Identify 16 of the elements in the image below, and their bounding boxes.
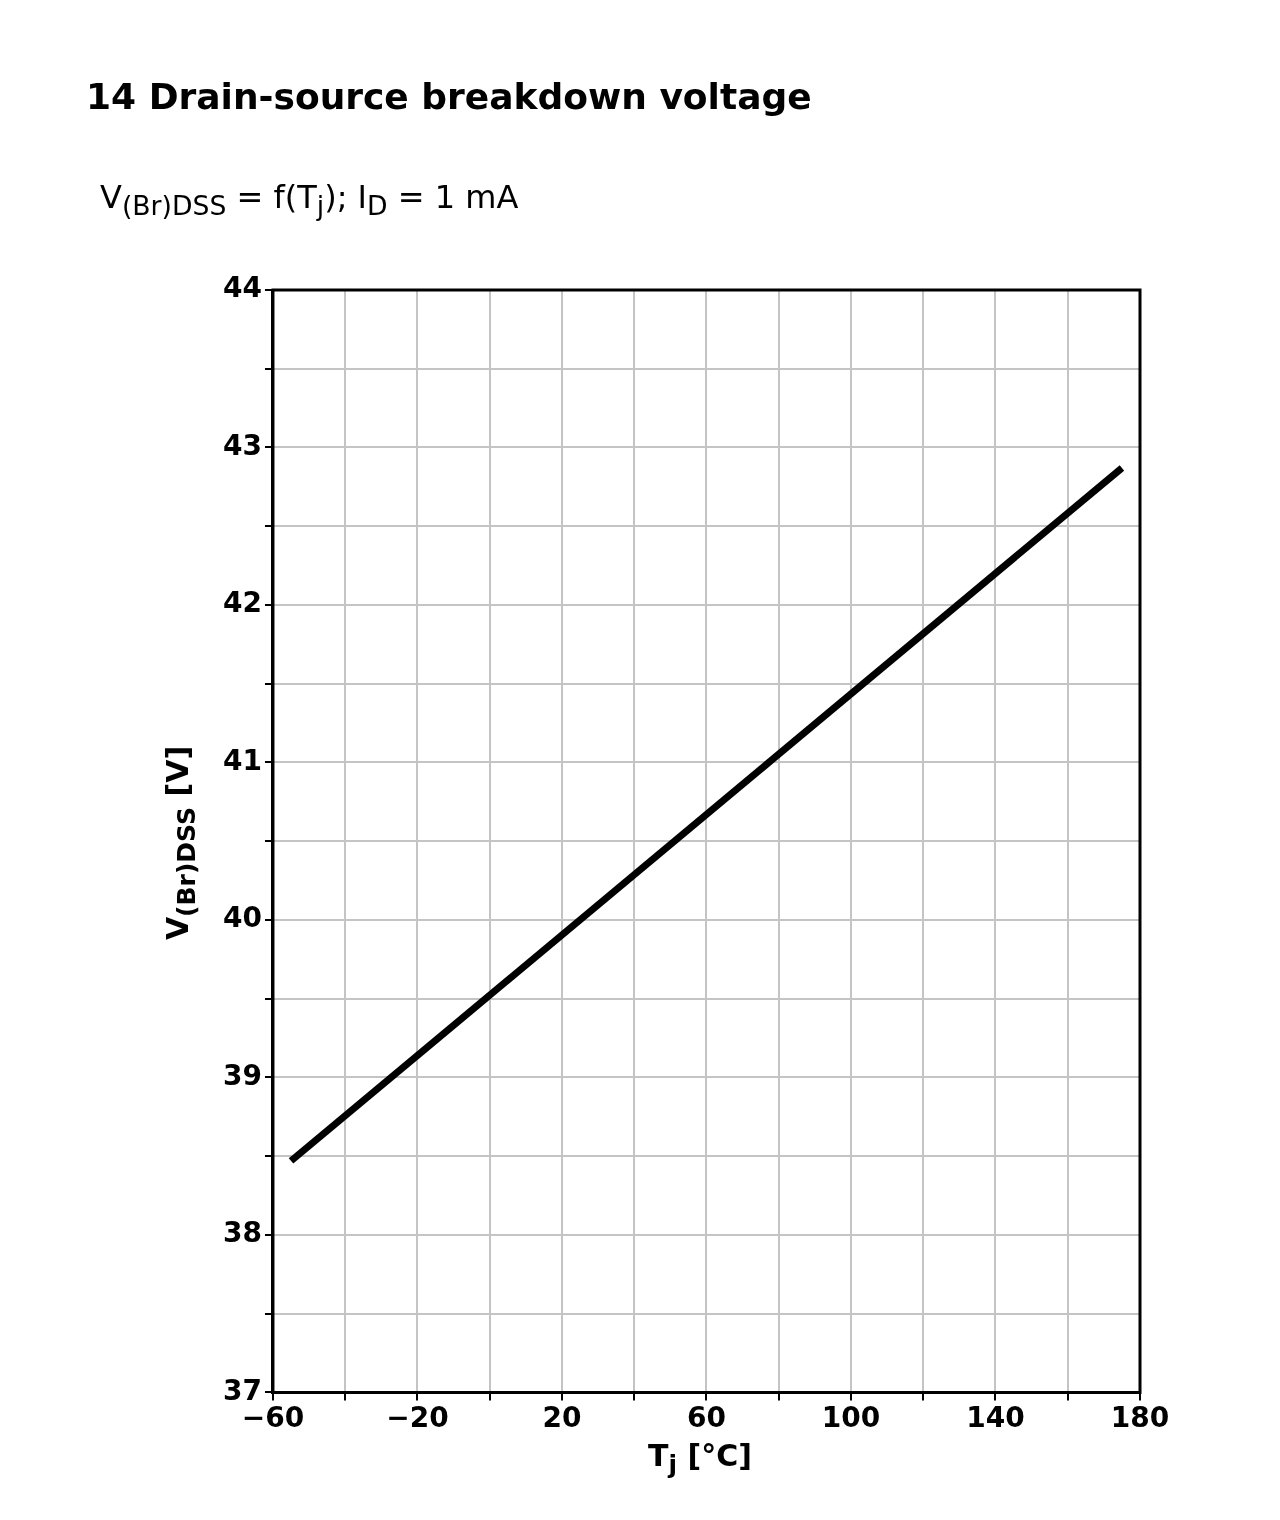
x-tick-label: 60 — [687, 1401, 726, 1435]
x-tick-label: 100 — [821, 1401, 881, 1435]
y-tick-label: 42 — [223, 586, 262, 620]
x-tick-label: −20 — [386, 1401, 449, 1435]
y-tick-label: 41 — [223, 743, 262, 777]
x-axis-title: T$_{j}$ [°C] — [647, 1438, 753, 1479]
y-tick-label: 40 — [223, 901, 262, 935]
y-tick-label: 39 — [223, 1058, 262, 1092]
x-tick-label: 140 — [966, 1401, 1025, 1435]
x-tick-label: 20 — [542, 1401, 582, 1435]
chart-title: 14 Drain-source breakdown voltage — [86, 76, 812, 117]
y-tick-label: 38 — [223, 1216, 262, 1250]
x-tick-label: 180 — [1110, 1401, 1170, 1435]
chart-subtitle: V$_{(Br)DSS}$ = f(T$_{j}$); I$_{D}$ = 1 mA — [100, 178, 519, 222]
y-tick-label: 43 — [223, 428, 262, 462]
y-tick-label: 44 — [223, 271, 262, 305]
